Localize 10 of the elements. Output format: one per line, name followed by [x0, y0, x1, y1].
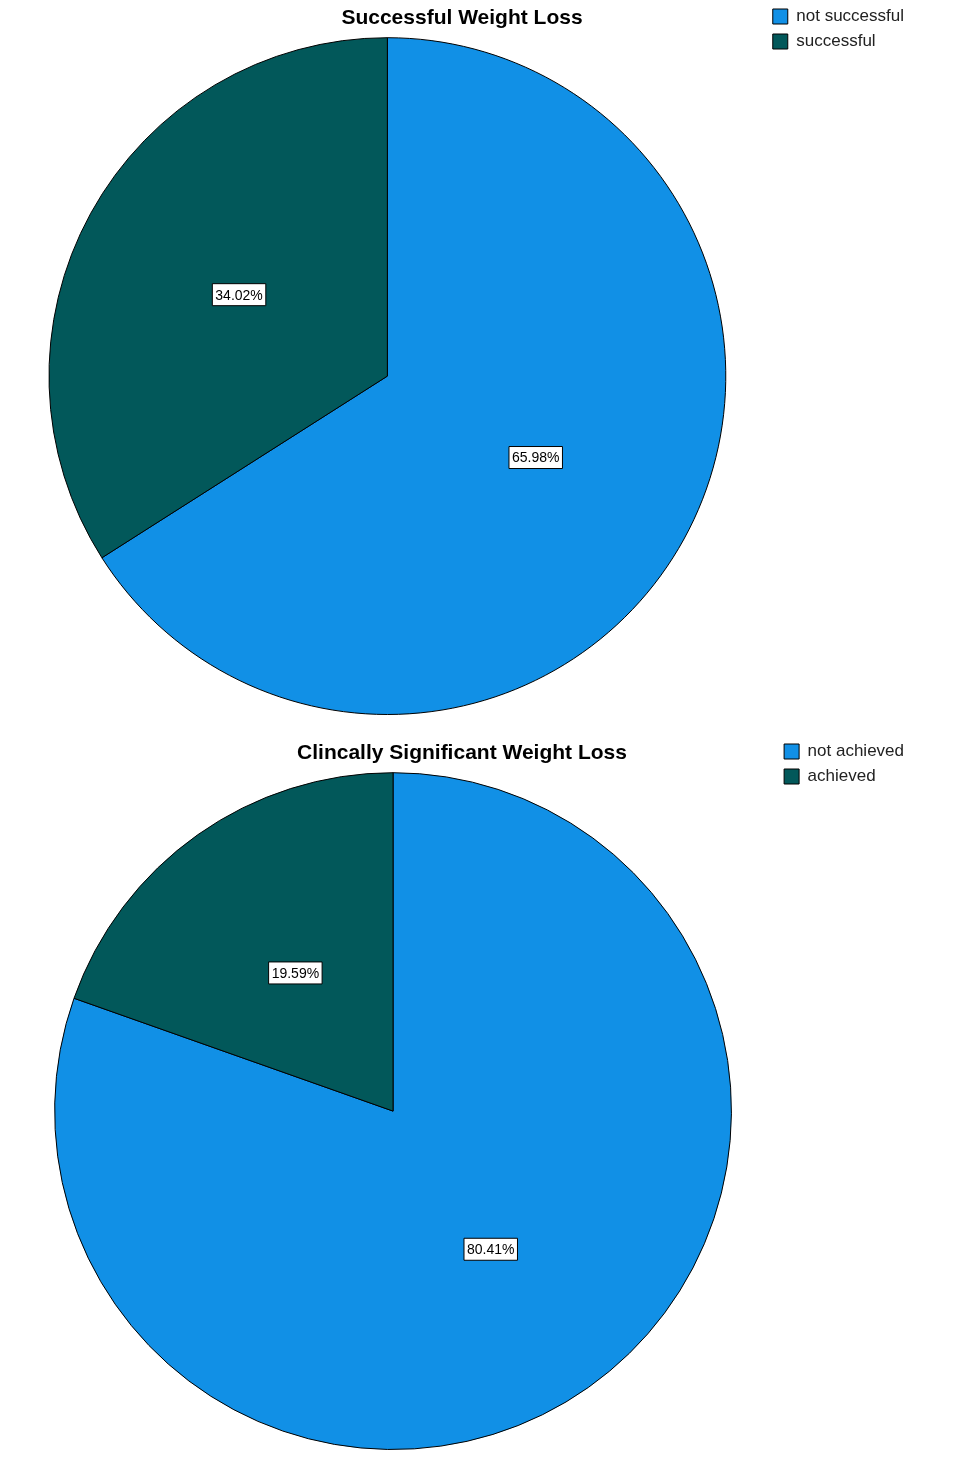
data-label: 34.02% [215, 286, 263, 303]
data-label: 65.98% [511, 449, 560, 466]
legend-label: not achieved [807, 741, 904, 761]
data-label: 19.59% [271, 964, 320, 981]
legend-label: successful [796, 31, 876, 51]
chart-title: Successful Weight Loss [341, 5, 583, 29]
chart-title: Clincally Significant Weight Loss [297, 740, 627, 764]
data-label: 80.41% [466, 1241, 515, 1258]
legend-label: not successful [796, 6, 905, 26]
legend-label: achieved [807, 766, 876, 786]
